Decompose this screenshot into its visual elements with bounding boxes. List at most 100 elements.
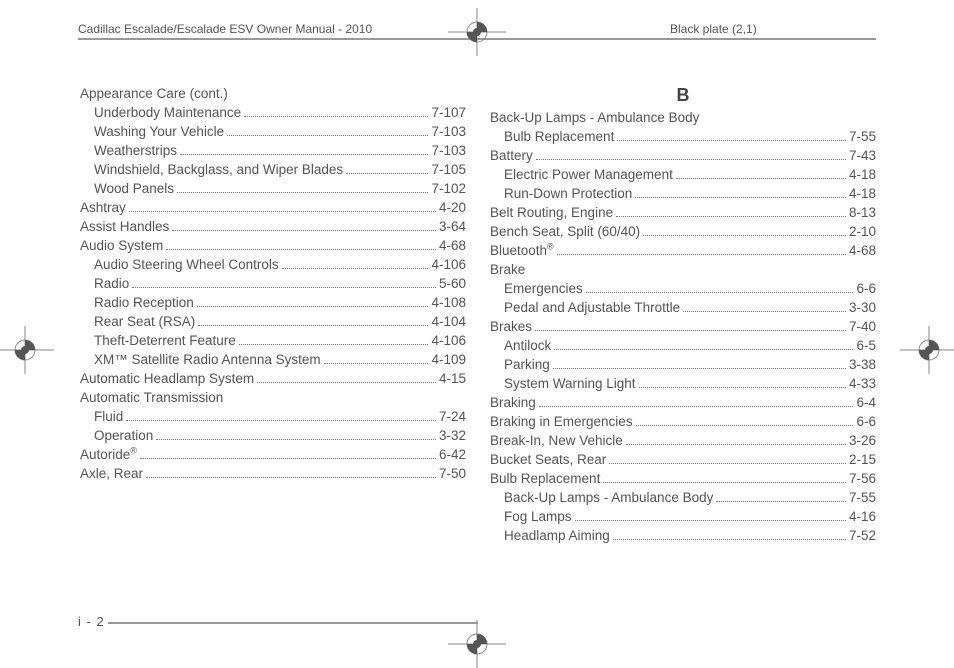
index-entry-label: XM™ Satellite Radio Antenna System	[94, 350, 321, 369]
index-entry-page: 6-42	[439, 445, 466, 464]
index-entry-page: 5-60	[439, 274, 466, 293]
index-entry-page: 4-18	[849, 165, 876, 184]
index-entry-label: Parking	[504, 355, 550, 374]
leader-dots	[180, 154, 428, 155]
leader-dots	[586, 292, 854, 293]
index-entry-page: 4-18	[849, 184, 876, 203]
index-entry-page: 4-15	[439, 369, 466, 388]
registration-mark-right-icon	[900, 326, 954, 374]
index-entry-page: 4-68	[849, 241, 876, 260]
index-entry: Rear Seat (RSA) 4-104	[80, 312, 466, 331]
leader-dots	[126, 420, 436, 421]
index-entry-page: 3-32	[439, 426, 466, 445]
index-entry-page: 3-30	[849, 298, 876, 317]
leader-dots	[132, 287, 436, 288]
index-entry-page: 4-106	[431, 255, 466, 274]
leader-dots	[557, 254, 846, 255]
index-entry-label: Bluetooth®	[490, 241, 554, 260]
leader-dots	[643, 235, 846, 236]
index-entry-label: Run-Down Protection	[504, 184, 632, 203]
index-entry-page: 7-55	[849, 127, 876, 146]
leader-dots	[639, 387, 846, 388]
index-entry-label: Fluid	[94, 407, 123, 426]
leader-dots	[613, 539, 846, 540]
index-entry: Audio Steering Wheel Controls4-106	[80, 255, 466, 274]
leader-dots	[346, 173, 428, 174]
leader-dots	[617, 140, 846, 141]
leader-dots	[166, 249, 436, 250]
index-entry: Underbody Maintenance7-107	[80, 103, 466, 122]
leader-dots	[156, 439, 436, 440]
leader-dots	[609, 463, 846, 464]
leader-dots	[553, 368, 846, 369]
index-entry-page: 7-43	[849, 146, 876, 165]
index-entry-page: 3-64	[439, 217, 466, 236]
index-entry-label: Ashtray	[80, 198, 126, 217]
index-entry-page: 4-106	[431, 331, 466, 350]
page-number: i - 2	[78, 614, 105, 629]
registration-mark-bottom-icon	[448, 620, 506, 668]
index-entry-label: Bucket Seats, Rear	[490, 450, 606, 469]
index-entry-page: 4-104	[431, 312, 466, 331]
index-entry-label: Rear Seat (RSA)	[94, 312, 195, 331]
index-entry-label: Electric Power Management	[504, 165, 673, 184]
index-group-title: Appearance Care (cont.)	[80, 84, 466, 103]
index-entry-page: 7-40	[849, 317, 876, 336]
leader-dots	[603, 482, 846, 483]
leader-dots	[554, 349, 853, 350]
index-entry: Bench Seat, Split (60/40)2-10	[490, 222, 876, 241]
index-section-head: B	[490, 84, 876, 106]
index-entry-page: 3-38	[849, 355, 876, 374]
index-entry-label: System Warning Light	[504, 374, 636, 393]
index-entry: Washing Your Vehicle7-103	[80, 122, 466, 141]
leader-dots	[324, 363, 429, 364]
leader-dots	[244, 116, 428, 117]
index-entry: Antilock6-5	[490, 336, 876, 355]
index-entry: Radio5-60	[80, 274, 466, 293]
index-entry-label: Operation	[94, 426, 153, 445]
leader-dots	[539, 406, 854, 407]
index-entry-label: Antilock	[504, 336, 551, 355]
index-entry: Wood Panels7-102	[80, 179, 466, 198]
leader-dots	[535, 330, 846, 331]
leader-dots	[227, 135, 428, 136]
index-entry-page: 7-103	[431, 141, 466, 160]
index-entry-label: Autoride®	[80, 445, 137, 464]
index-entry-page: 7-105	[431, 160, 466, 179]
index-entry: Run-Down Protection 4-18	[490, 184, 876, 203]
registration-mark-left-icon	[0, 326, 54, 374]
index-entry-page: 4-16	[849, 507, 876, 526]
index-entry: Assist Handles3-64	[80, 217, 466, 236]
index-entry-page: 7-50	[439, 464, 466, 483]
index-entry-label: Theft-Deterrent Feature	[94, 331, 236, 350]
index-entry-page: 4-33	[849, 374, 876, 393]
index-entry: Weatherstrips7-103	[80, 141, 466, 160]
index-entry: Audio System4-68	[80, 236, 466, 255]
index-entry: System Warning Light 4-33	[490, 374, 876, 393]
leader-dots	[282, 268, 429, 269]
index-entry: Pedal and Adjustable Throttle3-30	[490, 298, 876, 317]
index-entry-label: Axle, Rear	[80, 464, 143, 483]
index-entry: Belt Routing, Engine8-13	[490, 203, 876, 222]
index-entry-label: Bulb Replacement	[504, 127, 614, 146]
index-columns: Appearance Care (cont.)Underbody Mainten…	[80, 84, 876, 545]
index-entry-page: 4-68	[439, 236, 466, 255]
index-entry-label: Brake	[490, 260, 525, 279]
index-entry-page: 4-109	[431, 350, 466, 369]
index-entry-label: Braking in Emergencies	[490, 412, 633, 431]
leader-dots	[129, 211, 436, 212]
footer-rule	[108, 622, 478, 624]
index-entry-label: Back-Up Lamps - Ambulance Body	[490, 108, 699, 127]
index-entry: Windshield, Backglass, and Wiper Blades7…	[80, 160, 466, 179]
index-entry-label: Automatic Headlamp System	[80, 369, 254, 388]
leader-dots	[198, 325, 428, 326]
index-entry-page: 7-107	[431, 103, 466, 122]
index-entry: Fluid7-24	[80, 407, 466, 426]
index-entry: Ashtray4-20	[80, 198, 466, 217]
leader-dots	[616, 216, 846, 217]
index-entry-page: 7-103	[431, 122, 466, 141]
index-entry-label: Belt Routing, Engine	[490, 203, 613, 222]
index-entry: Brake	[490, 260, 876, 279]
index-entry: Break-In, New Vehicle3-26	[490, 431, 876, 450]
index-column-b: B Back-Up Lamps - Ambulance BodyBulb Repl…	[490, 84, 876, 545]
